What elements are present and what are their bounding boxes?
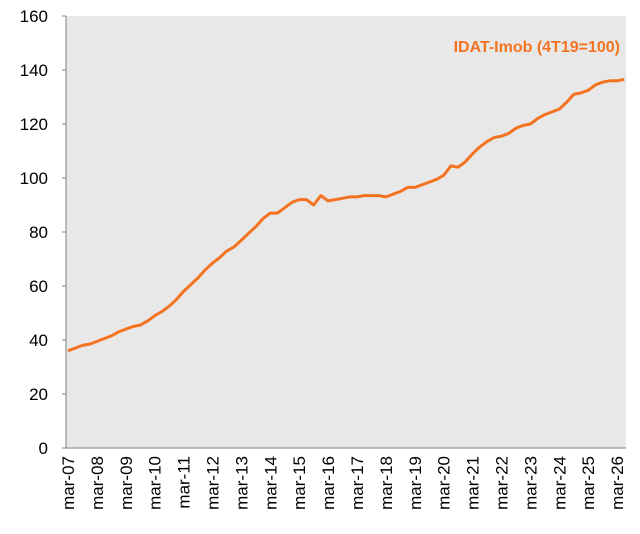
line [67,77,625,353]
legend-label: IDAT-Imob (4T19=100) [454,39,620,56]
x-tick-label: mar-08 [88,456,107,510]
x-tick-label: mar-15 [290,456,309,510]
x-tick-label: mar-14 [261,456,280,510]
plot-area [66,16,626,448]
x-tick-label: mar-12 [204,456,223,510]
x-tick-label: mar-11 [175,456,194,509]
y-tick-label: 80 [29,223,48,242]
y-tick-label: 160 [20,7,48,26]
x-tick-label: mar-21 [464,456,483,510]
y-tick-label: 20 [29,385,48,404]
y-tick-label: 0 [39,439,48,458]
x-tick-label: mar-10 [146,456,165,510]
x-tick-label: mar-24 [550,456,569,510]
x-tick-label: mar-19 [406,456,425,510]
y-tick-label: 40 [29,331,48,350]
y-tick-label: 120 [20,115,48,134]
y-tick-label: 60 [29,277,48,296]
x-tick-label: mar-09 [117,456,136,510]
x-tick-label: mar-26 [608,456,627,510]
y-tick-label: 100 [20,169,48,188]
x-tick-label: mar-07 [59,456,78,510]
x-tick-label: mar-16 [319,456,338,510]
y-tick-label: 140 [20,61,48,80]
x-tick-label: mar-25 [579,456,598,510]
x-tick-label: mar-17 [348,456,367,510]
x-tick-label: mar-22 [493,456,512,510]
x-tick-label: mar-18 [377,456,396,510]
x-tick-label: mar-23 [521,456,540,510]
x-tick-label: mar-13 [232,456,251,510]
x-tick-label: mar-20 [435,456,454,510]
